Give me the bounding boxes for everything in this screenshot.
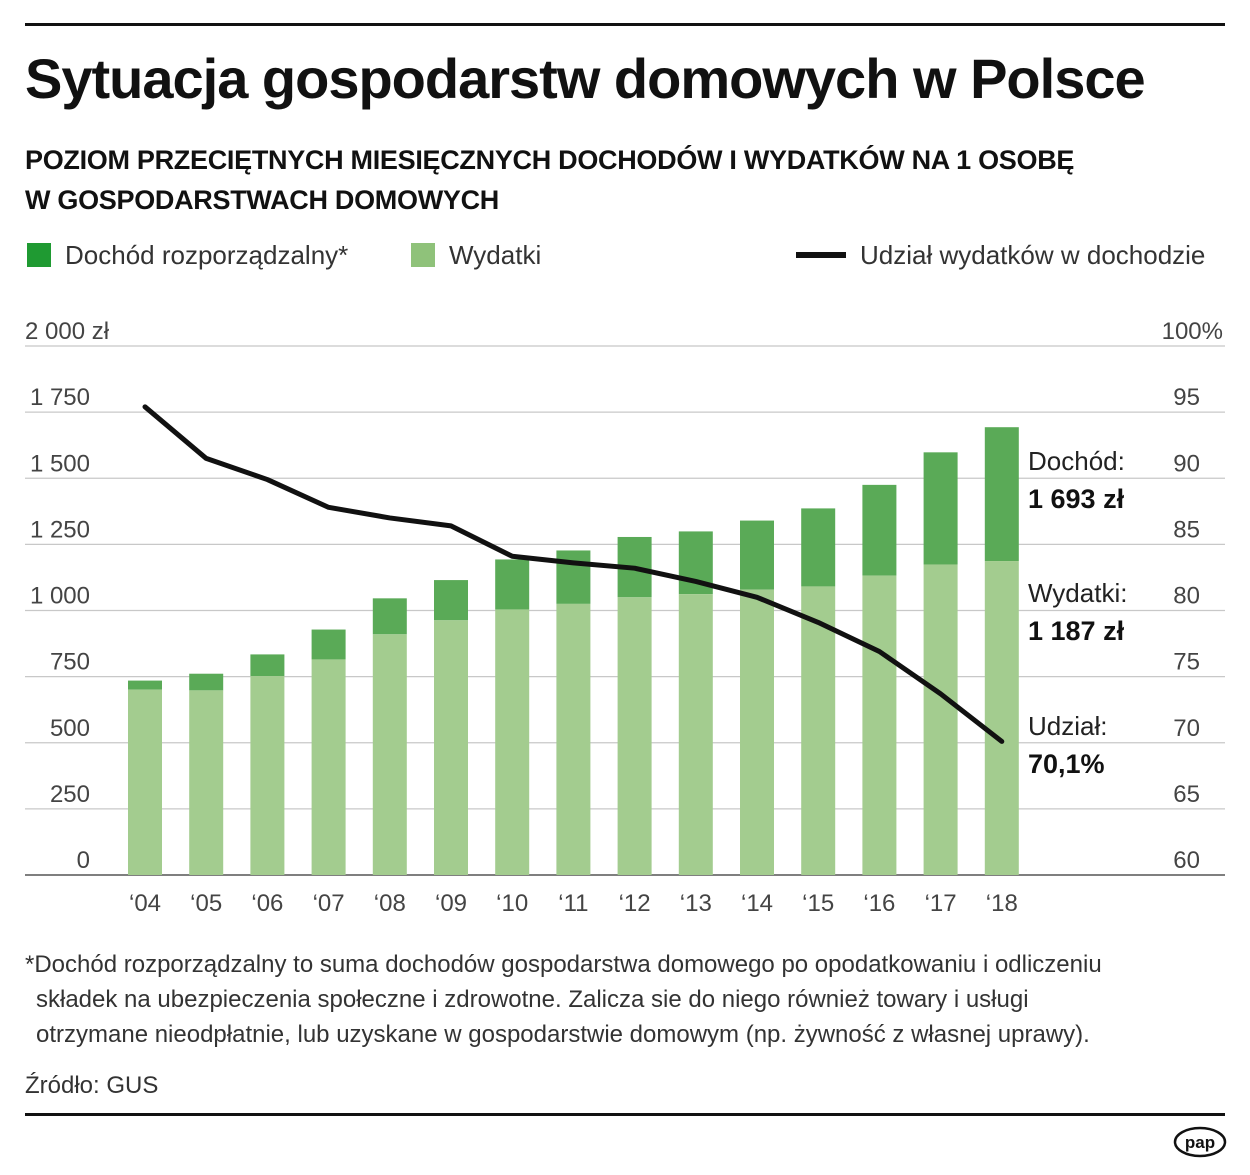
y-left-tick-label: 1 500 [30,450,90,477]
y-left-tick-label: 250 [50,781,90,808]
annotation-share-label: Udział: [1028,711,1107,741]
annotation-income-value: 1 693 zł [1028,484,1125,514]
income-expenses-chart: 0 250 500 750 1 000 1 250 1 500 1 750 2 000 zł 60… [25,318,1225,917]
income-bar [250,654,285,677]
income-bar [495,559,530,610]
y-left-tick-label: 1 000 [30,583,90,610]
bars-layer [128,427,1019,875]
legend-income: Dochód rozporządzalny* [27,238,348,272]
income-bar [311,629,346,660]
income-bar [434,580,468,621]
y-left-tick-label: 500 [50,715,90,742]
expenses-bar [617,597,652,875]
expenses-bar [372,634,407,875]
income-bar [801,508,836,587]
expenses-bar [984,561,1019,875]
legend-income-swatch [27,243,51,267]
y-right-tick-label: 65 [1173,781,1200,808]
expenses-bar [740,589,774,875]
chart-subtitle: POZIOM PRZECIĘTNYCH MIESIĘCZNYCH DOCHODÓ… [25,140,1074,220]
x-tick-label: ‘13 [680,890,712,917]
expenses-bar [801,586,836,875]
pap-logo: pap [1173,1126,1227,1158]
x-tick-label: ‘10 [496,890,528,917]
y-right-tick-label: 95 [1173,384,1200,411]
income-bar [862,484,897,576]
y-right-tick-label: 60 [1173,847,1200,874]
x-tick-label: ‘05 [190,890,222,917]
share-line [142,404,1005,744]
subtitle-line-2: W GOSPODARSTWACH DOMOWYCH [25,185,499,215]
legend-expenses-label: Wydatki [449,239,542,270]
income-bar [189,673,224,691]
y-left-tick-label: 2 000 zł [25,318,110,345]
subtitle-line-1: POZIOM PRZECIĘTNYCH MIESIĘCZNYCH DOCHODÓ… [25,145,1075,175]
annotation-expenses-label: Wydatki: [1028,578,1127,608]
share-line-layer [142,404,1005,744]
y-right-tick-label: 100% [1162,318,1223,345]
x-tick-label: ‘07 [313,890,345,917]
x-tick-label: ‘17 [925,890,957,917]
x-tick-label: ‘11 [558,890,588,917]
x-tick-label: ‘16 [863,890,895,917]
x-tick-label: ‘18 [986,890,1018,917]
page-title: Sytuacja gospodarstw domowych w Polsce [25,47,1146,110]
y-left-tick-label: 0 [77,847,90,874]
y-right-tick-label: 90 [1173,450,1200,477]
axis-labels-layer: 0 250 500 750 1 000 1 250 1 500 1 750 2 000 zł 60… [25,318,1223,917]
source-note: Źródło: GUS [25,1072,159,1099]
annotation-share-value: 70,1% [1028,749,1105,779]
y-right-tick-label: 85 [1173,516,1200,543]
expenses-bar [311,659,346,875]
pap-logo-outline [1173,1126,1227,1158]
expenses-bar [434,620,468,875]
legend-expenses: Wydatki [411,238,541,272]
legend-share-line [796,252,846,258]
expenses-bar [678,594,713,875]
x-tick-label: ‘12 [619,890,651,917]
footnote-line-1: *Dochód rozporządzalny to suma dochodów … [25,951,1102,978]
expenses-bar [128,689,162,875]
pap-logo-text: pap [1185,1133,1215,1152]
annotation-expenses-value: 1 187 zł [1028,616,1125,646]
legend-income-label: Dochód rozporządzalny* [65,239,349,270]
top-rule [25,23,1225,26]
income-bar [984,427,1019,562]
x-tick-label: ‘06 [251,890,283,917]
expenses-bar [923,564,958,875]
income-bar [128,680,162,690]
legend-share: Udział wydatków w dochodzie [796,238,1205,272]
expenses-bar [556,603,591,875]
footnote-line-2: składek na ubezpieczenia społeczne i zdr… [36,986,1029,1013]
income-bar [923,452,958,565]
footnote-line-3: otrzymane nieodpłatnie, lub uzyskane w g… [36,1021,1090,1048]
legend-expenses-swatch [411,243,435,267]
x-tick-label: ‘09 [435,890,467,917]
x-tick-label: ‘08 [374,890,406,917]
x-tick-label: ‘15 [802,890,834,917]
annotation-income-label: Dochód: [1028,446,1125,476]
y-right-tick-label: 80 [1173,583,1200,610]
expenses-bar [250,676,285,875]
bottom-rule [25,1113,1225,1116]
y-right-tick-label: 70 [1173,715,1200,742]
y-left-tick-label: 750 [50,649,90,676]
x-tick-label: ‘14 [741,890,773,917]
expenses-bar [189,690,224,875]
legend-share-label: Udział wydatków w dochodzie [860,239,1206,270]
y-left-tick-label: 1 750 [30,384,90,411]
income-bar [372,598,407,635]
annotations-layer: Dochód: 1 693 zł Wydatki: 1 187 zł Udzia… [1028,446,1127,779]
x-tick-label: ‘04 [129,890,161,917]
y-right-tick-label: 75 [1173,649,1200,676]
expenses-bar [862,575,897,875]
income-bar [740,520,774,590]
income-bar [556,550,591,604]
y-left-tick-label: 1 250 [30,516,90,543]
expenses-bar [495,609,530,875]
footnote: *Dochód rozporządzalny to suma dochodów … [25,947,1230,1052]
